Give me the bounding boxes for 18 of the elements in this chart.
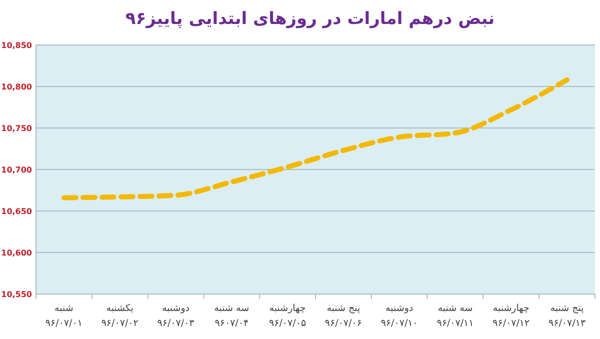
x-tick-label: سه شنبه ۹۶۰۷/۰۴ xyxy=(214,303,250,329)
x-tick-label: چهارشنبه ۹۶/۰۷/۰۵ xyxy=(269,303,306,329)
y-tick-label: 10,850 xyxy=(1,41,32,50)
y-tick-label: 10,550 xyxy=(1,290,32,299)
x-tick-label: سه شنبه ۹۶/۰۷/۱۱ xyxy=(436,303,474,329)
x-tick-label: پنج شنبه ۹۶/۰۷/۱۳ xyxy=(548,303,586,329)
x-tick-label: چهارشنبه ۹۶/۰۷/۱۲ xyxy=(492,303,530,329)
y-tick-label: 10,750 xyxy=(1,124,32,133)
y-tick-label: 10,700 xyxy=(1,166,32,174)
x-tick-label: دوشنبه ۹۶/۰۷/۰۳ xyxy=(157,303,194,329)
x-tick-label: پنج شنبه ۹۶/۰۷/۰۶ xyxy=(324,303,362,329)
chart-title: نبض درهم امارات در روزهای ابتدایی پاییز۹۶ xyxy=(125,9,495,29)
y-tick-label: 10,600 xyxy=(1,248,32,258)
y-tick-label: 10,800 xyxy=(1,82,32,92)
x-tick-label: دوشنبه ۹۶/۰۷/۱۰ xyxy=(380,303,418,329)
x-tick-label: یکشنبه ۹۶/۰۷/۰۲ xyxy=(101,303,138,329)
x-tick-label: شنبه ۹۶/۰۷/۰۱ xyxy=(45,303,82,329)
y-tick-label: 10,650 xyxy=(1,207,32,216)
